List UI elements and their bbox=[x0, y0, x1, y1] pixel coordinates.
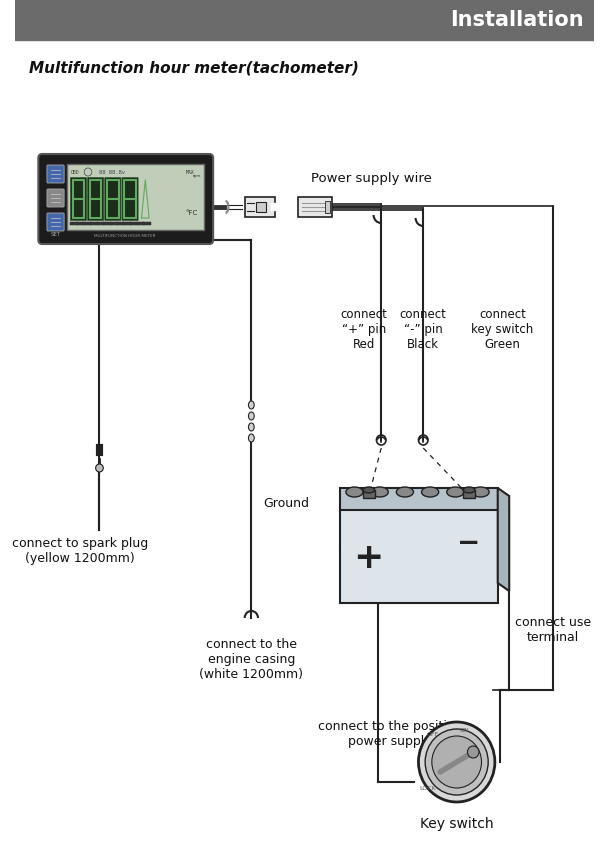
Text: ON: ON bbox=[459, 728, 469, 733]
Text: LOCK: LOCK bbox=[419, 785, 436, 790]
FancyBboxPatch shape bbox=[38, 154, 213, 244]
FancyBboxPatch shape bbox=[87, 177, 104, 221]
Circle shape bbox=[467, 746, 479, 758]
FancyBboxPatch shape bbox=[122, 177, 138, 221]
Text: Installation: Installation bbox=[450, 10, 584, 30]
Text: connect to the
engine casing
(white 1200mm): connect to the engine casing (white 1200… bbox=[199, 638, 304, 681]
Text: OFF: OFF bbox=[427, 732, 439, 736]
Ellipse shape bbox=[363, 487, 375, 493]
Circle shape bbox=[419, 722, 495, 802]
FancyBboxPatch shape bbox=[70, 177, 87, 221]
Text: connect
“-” pin
Black: connect “-” pin Black bbox=[400, 308, 447, 351]
Text: 88 88.8v: 88 88.8v bbox=[99, 170, 125, 175]
Text: Power supply wire: Power supply wire bbox=[311, 171, 432, 184]
Bar bbox=[67, 164, 204, 230]
Ellipse shape bbox=[447, 487, 464, 497]
Circle shape bbox=[425, 729, 488, 795]
Text: connect to spark plug
(yellow 1200mm): connect to spark plug (yellow 1200mm) bbox=[12, 537, 148, 565]
Bar bbox=[325, 201, 330, 213]
Text: MULTIFUNCTION HOUR METER: MULTIFUNCTION HOUR METER bbox=[95, 234, 156, 238]
Text: SET: SET bbox=[50, 232, 61, 237]
Text: +: + bbox=[354, 541, 384, 575]
Text: MAX: MAX bbox=[185, 170, 194, 175]
Text: rpm: rpm bbox=[192, 174, 201, 178]
Text: Ground: Ground bbox=[263, 497, 309, 509]
Bar bbox=[245, 197, 275, 217]
Ellipse shape bbox=[396, 487, 413, 497]
Ellipse shape bbox=[371, 487, 388, 497]
Bar bbox=[464, 490, 475, 498]
FancyBboxPatch shape bbox=[105, 177, 121, 221]
Bar bbox=[340, 488, 498, 510]
Text: connect to the positive
power supply: connect to the positive power supply bbox=[318, 720, 462, 748]
Bar bbox=[340, 508, 498, 603]
Ellipse shape bbox=[248, 423, 254, 431]
FancyBboxPatch shape bbox=[47, 189, 64, 207]
Text: connect use
terminal: connect use terminal bbox=[515, 616, 591, 644]
Text: Key switch: Key switch bbox=[420, 817, 493, 831]
Bar bbox=[298, 197, 331, 217]
Text: connect
“+” pin
Red: connect “+” pin Red bbox=[341, 308, 387, 351]
Text: Multifunction hour meter(tachometer): Multifunction hour meter(tachometer) bbox=[29, 60, 359, 76]
Text: −: − bbox=[458, 529, 481, 557]
Text: °FC: °FC bbox=[185, 210, 198, 216]
FancyBboxPatch shape bbox=[47, 213, 64, 231]
Text: OBD: OBD bbox=[71, 170, 79, 175]
Ellipse shape bbox=[422, 487, 439, 497]
Circle shape bbox=[432, 736, 482, 788]
Ellipse shape bbox=[248, 412, 254, 420]
Ellipse shape bbox=[248, 434, 254, 442]
Polygon shape bbox=[498, 488, 509, 591]
Ellipse shape bbox=[464, 487, 475, 493]
Ellipse shape bbox=[472, 487, 489, 497]
Ellipse shape bbox=[248, 401, 254, 409]
Bar bbox=[363, 490, 375, 498]
Ellipse shape bbox=[346, 487, 363, 497]
Bar bbox=[256, 202, 265, 212]
Circle shape bbox=[96, 464, 103, 472]
Bar bbox=[15, 0, 594, 40]
FancyBboxPatch shape bbox=[47, 165, 64, 183]
Text: connect
key switch
Green: connect key switch Green bbox=[471, 308, 534, 351]
